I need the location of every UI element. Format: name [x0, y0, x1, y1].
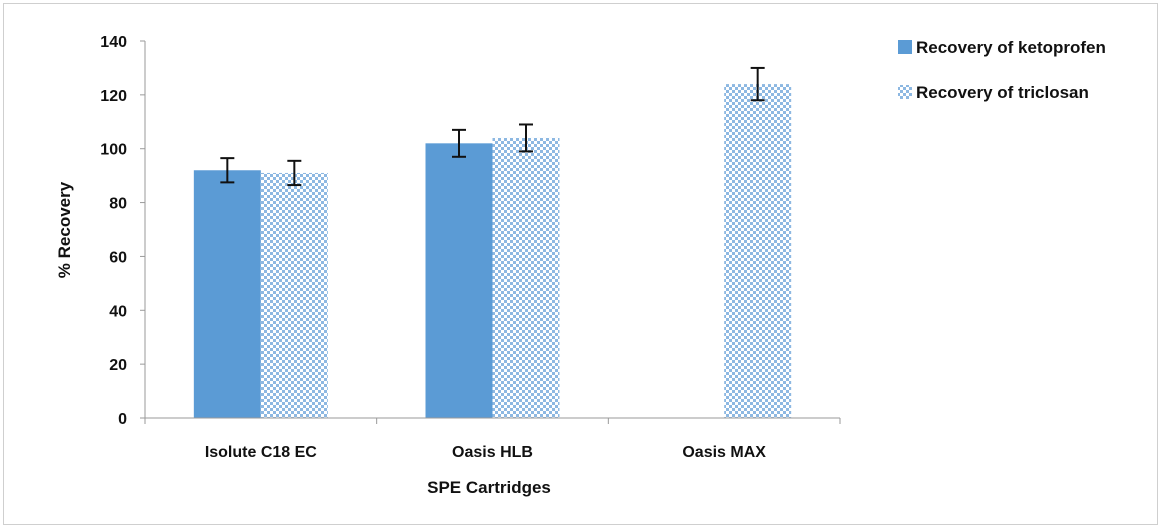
legend-label-ketoprofen: Recovery of ketoprofen — [916, 38, 1106, 57]
y-tick-label: 140 — [100, 34, 127, 51]
legend-label-triclosan: Recovery of triclosan — [916, 83, 1089, 102]
y-tick-label: 120 — [100, 88, 127, 105]
x-axis-title: SPE Cartridges — [427, 478, 551, 497]
x-tick-label: Oasis MAX — [682, 444, 766, 461]
error-bar — [452, 128, 466, 158]
legend-swatch-triclosan — [898, 85, 912, 99]
y-ticks-group: 0 20 40 60 80 100 120 140 — [100, 34, 145, 428]
y-tick-label: 20 — [109, 357, 127, 374]
y-tick-label: 80 — [109, 196, 127, 213]
x-ticks-group: Isolute C18 EC Oasis HLB Oasis MAX — [144, 418, 841, 461]
y-axis-title: % Recovery — [55, 181, 74, 278]
legend-item-ketoprofen: Recovery of ketoprofen — [898, 38, 1106, 57]
legend-item-triclosan: Recovery of triclosan — [898, 83, 1089, 102]
y-tick-label: 40 — [109, 303, 127, 320]
x-tick-label: Oasis HLB — [452, 444, 533, 461]
error-bar — [220, 157, 235, 184]
error-bars-group — [220, 66, 765, 187]
legend-swatch-ketoprofen — [898, 40, 912, 54]
y-tick-label: 0 — [118, 411, 127, 428]
error-bar — [287, 159, 302, 187]
error-bar — [750, 66, 765, 102]
y-tick-label: 60 — [109, 249, 127, 266]
chart-frame — [3, 3, 1158, 525]
x-tick-label: Isolute C18 EC — [205, 444, 317, 461]
bar-triclosan — [724, 84, 792, 418]
y-tick-label: 100 — [100, 142, 127, 159]
legend: Recovery of ketoprofen Recovery of tricl… — [898, 38, 1106, 102]
bar-ketoprofen — [425, 143, 493, 419]
bars-group — [193, 84, 792, 419]
bar-triclosan — [260, 172, 328, 418]
bar-ketoprofen — [193, 170, 261, 418]
bar-triclosan — [492, 137, 560, 418]
error-bar — [519, 123, 533, 153]
